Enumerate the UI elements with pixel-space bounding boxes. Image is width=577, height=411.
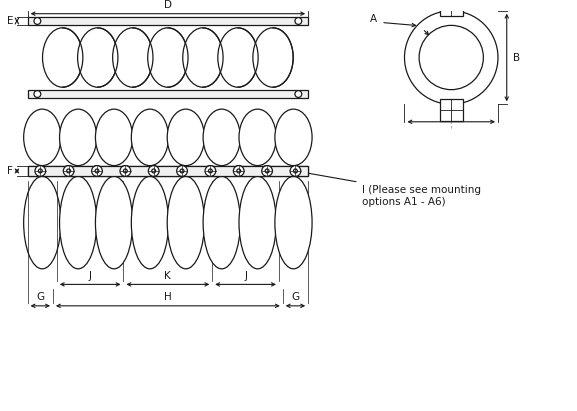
Circle shape [34,18,41,24]
Circle shape [294,169,297,173]
Circle shape [38,169,42,173]
Ellipse shape [218,28,258,87]
Circle shape [120,166,131,176]
Circle shape [177,166,188,176]
Circle shape [180,169,184,173]
Circle shape [35,166,46,176]
Circle shape [63,166,74,176]
Text: J: J [89,270,92,281]
Circle shape [295,90,302,97]
Circle shape [148,166,159,176]
Text: B: B [512,53,520,62]
Circle shape [38,169,42,173]
Text: E: E [6,16,13,26]
Ellipse shape [203,109,240,166]
Text: G: G [291,292,299,302]
Circle shape [92,166,102,176]
Text: I (Please see mounting
options A1 - A6): I (Please see mounting options A1 - A6) [362,185,481,207]
Circle shape [152,169,156,173]
Circle shape [123,169,128,173]
Circle shape [205,166,216,176]
Text: J: J [244,270,247,281]
Ellipse shape [95,176,133,269]
Circle shape [123,169,128,173]
Circle shape [262,166,272,176]
Ellipse shape [253,28,293,87]
Circle shape [208,169,212,173]
Circle shape [237,169,241,173]
Ellipse shape [132,109,168,166]
Circle shape [290,166,301,176]
Ellipse shape [167,109,204,166]
Circle shape [208,169,212,173]
Circle shape [233,166,244,176]
Circle shape [177,166,188,176]
Text: D: D [164,0,172,10]
Circle shape [265,169,269,173]
Ellipse shape [275,109,312,166]
Circle shape [294,169,297,173]
Circle shape [237,169,241,173]
Text: K: K [164,270,171,281]
Circle shape [152,169,156,173]
Ellipse shape [203,176,240,269]
Circle shape [67,169,70,173]
Ellipse shape [43,28,83,87]
Ellipse shape [148,28,188,87]
Ellipse shape [132,176,168,269]
Text: A: A [370,14,377,23]
Text: F: F [7,166,13,176]
Bar [440,0,463,16]
Ellipse shape [59,109,97,166]
Bar [28,16,308,25]
Circle shape [120,166,131,176]
Text: G: G [36,292,44,302]
Circle shape [419,25,484,90]
Circle shape [295,18,302,24]
Ellipse shape [239,109,276,166]
Ellipse shape [95,109,133,166]
Circle shape [92,166,102,176]
Circle shape [95,169,99,173]
Circle shape [67,169,70,173]
Circle shape [233,166,244,176]
Text: C: C [448,108,455,118]
Bar [28,166,308,176]
Circle shape [180,169,184,173]
Circle shape [205,166,216,176]
Circle shape [35,166,46,176]
Ellipse shape [113,28,153,87]
Circle shape [148,166,159,176]
Bar [28,166,308,176]
Bar [440,99,463,121]
Circle shape [265,169,269,173]
Circle shape [404,11,498,104]
Ellipse shape [24,176,61,269]
Ellipse shape [239,176,276,269]
Bar [28,90,308,98]
Ellipse shape [24,109,61,166]
Circle shape [63,166,74,176]
Circle shape [95,169,99,173]
Circle shape [34,90,41,97]
Ellipse shape [183,28,223,87]
Ellipse shape [59,176,97,269]
Text: H: H [164,292,172,302]
Ellipse shape [275,176,312,269]
Circle shape [262,166,272,176]
Ellipse shape [167,176,204,269]
Circle shape [290,166,301,176]
Ellipse shape [77,28,118,87]
